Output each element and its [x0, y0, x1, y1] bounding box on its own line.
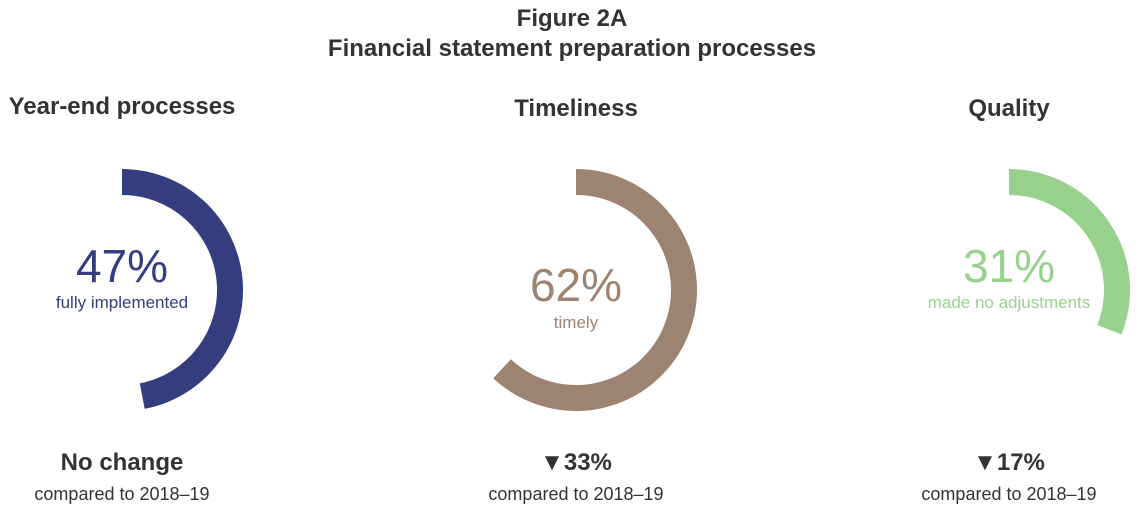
panel-title: Timeliness — [514, 95, 638, 122]
gauge-chart — [493, 169, 697, 411]
change-indicator: No change — [60, 449, 184, 476]
gauge-chart — [1008, 169, 1130, 335]
gauge-panel-timeliness: Timeliness 62% timely ▼33% compared to 2… — [446, 0, 706, 505]
gauge-arc — [493, 169, 697, 411]
percentage-description: timely — [553, 313, 599, 332]
gauge — [879, 160, 1139, 420]
change-indicator: ▼17% — [973, 449, 1045, 476]
comparison-label: compared to 2018–19 — [921, 484, 1097, 504]
gauge — [0, 160, 252, 420]
gauge-arc — [121, 169, 243, 409]
gauge-chart — [121, 169, 243, 409]
comparison-label: compared to 2018–19 — [34, 484, 210, 504]
figure-label: Figure 2A — [516, 5, 628, 32]
gauge-panel-year-end: Year-end processes 47% fully implemented… — [0, 0, 252, 505]
figure-title: Figure 2A Financial statement preparatio… — [0, 4, 1144, 64]
percentage-value: 62% — [529, 259, 623, 311]
gauge — [446, 160, 706, 420]
percentage-description: made no adjustments — [927, 293, 1091, 312]
change-indicator: ▼33% — [540, 449, 612, 476]
percentage-value: 31% — [962, 240, 1056, 292]
percentage-description: fully implemented — [55, 293, 189, 312]
gauge-arc — [1008, 169, 1130, 335]
panel-title: Quality — [968, 95, 1050, 122]
gauge-panel-quality: Quality 31% made no adjustments ▼17% com… — [879, 0, 1139, 505]
panel-title: Year-end processes — [8, 93, 236, 120]
comparison-label: compared to 2018–19 — [488, 484, 664, 504]
figure-subtitle: Financial statement preparation processe… — [327, 35, 817, 62]
percentage-value: 47% — [75, 240, 169, 292]
